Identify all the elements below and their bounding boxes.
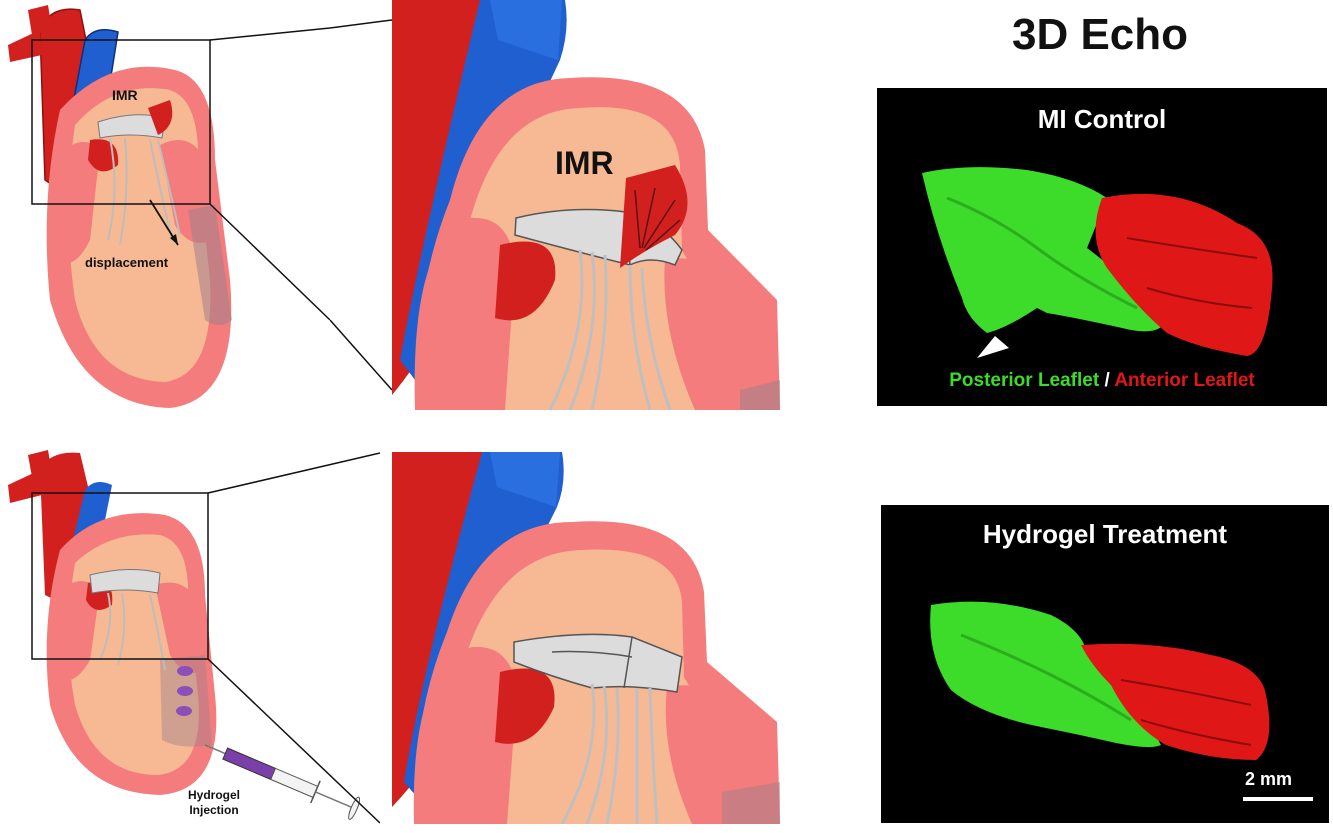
hydrogel-label-line1: Hydrogel <box>188 788 241 802</box>
imr-small-label: IMR <box>112 87 138 103</box>
echo-panel-mi-control: MI Control Posterior Leaflet / Anterior … <box>877 88 1327 406</box>
scale-bar <box>1243 797 1313 801</box>
mi-control-title: MI Control <box>1037 104 1167 134</box>
mi-legend: Posterior Leaflet / Anterior Leaflet <box>877 370 1327 392</box>
hydrogel-leaflet-render <box>930 601 1270 760</box>
displacement-label: displacement <box>85 255 169 270</box>
imr-large-label: IMR <box>555 145 614 181</box>
heart-mi-diagram <box>8 5 330 409</box>
scale-bar-label: 2 mm <box>1245 769 1293 789</box>
echo-panel-hydrogel: Hydrogel Treatment 2 mm <box>881 505 1329 823</box>
mi-leaflet-render <box>922 167 1273 358</box>
legend-separator: / <box>1099 370 1115 391</box>
legend-anterior-label: Anterior Leaflet <box>1114 370 1255 391</box>
valve-hydrogel-zoom <box>392 452 790 824</box>
heart-hydrogel-diagram <box>8 450 380 824</box>
legend-posterior-label: Posterior Leaflet <box>949 370 1100 391</box>
valve-mi-zoom <box>330 0 788 411</box>
hydrogel-injection-label: Hydrogel Injection <box>188 788 240 818</box>
hydrogel-label-line2: Injection <box>189 803 239 817</box>
hydrogel-treatment-title: Hydrogel Treatment <box>982 519 1228 549</box>
echo-title: 3D Echo <box>1011 10 1189 59</box>
